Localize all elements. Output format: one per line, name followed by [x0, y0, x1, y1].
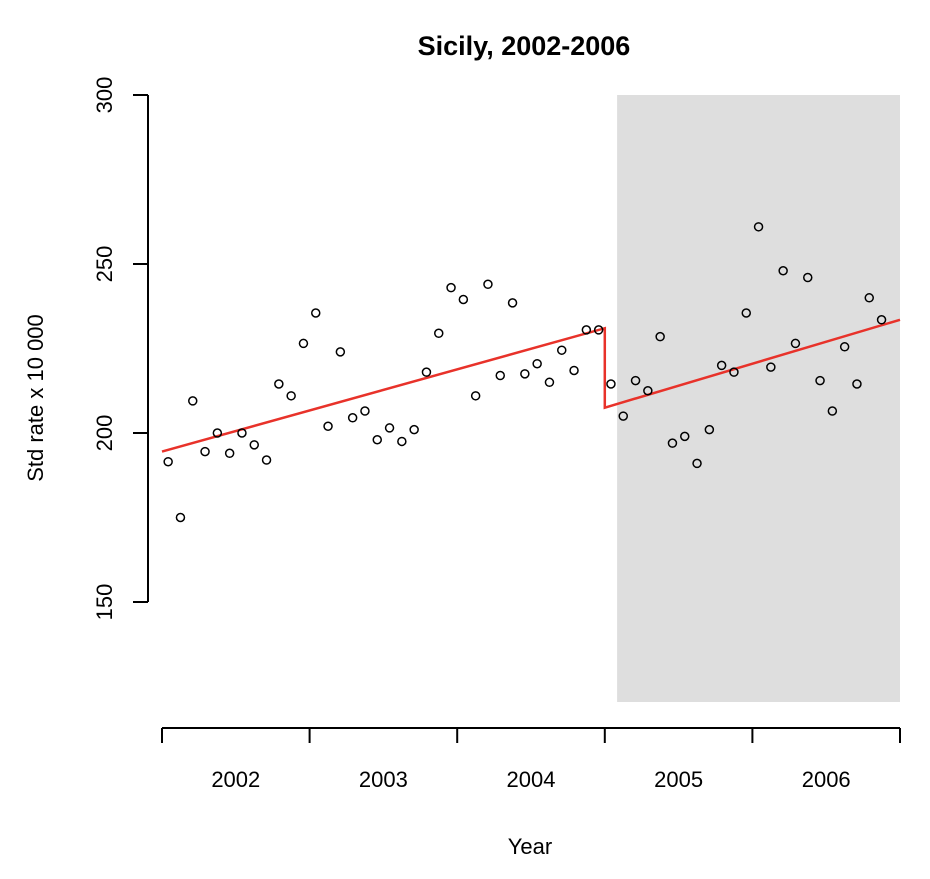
data-point — [249, 440, 259, 450]
data-point — [704, 424, 715, 435]
data-point — [237, 428, 247, 438]
x-tick-label: 2003 — [359, 767, 408, 792]
data-point — [630, 375, 641, 386]
data-point — [532, 358, 542, 369]
shaded-period — [617, 95, 900, 702]
data-point — [298, 338, 309, 349]
data-point — [729, 367, 739, 377]
data-point — [397, 436, 407, 447]
data-point — [286, 391, 296, 401]
data-point — [618, 411, 628, 421]
data-point — [495, 370, 505, 381]
fitted-trend — [161, 318, 901, 453]
data-point — [753, 222, 764, 232]
data-point — [864, 293, 874, 303]
x-tick-label: 2006 — [802, 767, 851, 792]
y-axis-label: Std rate x 10 000 — [23, 314, 48, 482]
data-point — [655, 331, 665, 342]
data-point — [803, 272, 813, 283]
data-point — [323, 421, 333, 431]
data-point — [790, 338, 801, 349]
data-point — [360, 406, 370, 416]
data-point — [274, 379, 284, 389]
data-point — [839, 342, 850, 352]
data-point — [384, 423, 395, 433]
data-point — [852, 379, 862, 389]
data-point — [188, 396, 198, 406]
data-point — [544, 377, 555, 388]
data-point — [163, 456, 173, 467]
data-point — [421, 367, 432, 377]
data-point — [593, 325, 604, 335]
data-point — [224, 448, 235, 459]
data-point — [261, 455, 272, 465]
trend-line — [161, 318, 901, 453]
y-tick-label: 150 — [92, 584, 117, 621]
data-point — [667, 438, 678, 448]
data-point — [581, 325, 592, 335]
y-tick-label: 300 — [92, 77, 117, 114]
data-point — [347, 413, 358, 423]
data-point — [643, 386, 653, 396]
data-point — [778, 266, 788, 276]
data-point — [470, 391, 481, 401]
data-point — [434, 328, 444, 339]
data-point — [766, 362, 776, 372]
data-point — [212, 428, 223, 438]
data-point — [680, 431, 690, 442]
data-point — [372, 435, 382, 445]
data-point — [446, 282, 456, 293]
data-point — [741, 308, 751, 318]
chart-title: Sicily, 2002-2006 — [418, 31, 631, 61]
x-axis: 2002 2003 2004 2005 2006 — [161, 727, 901, 792]
x-tick-label: 2002 — [211, 767, 260, 792]
x-tick-label: 2005 — [654, 767, 703, 792]
data-point — [876, 315, 887, 325]
data-point — [815, 375, 825, 386]
data-point — [458, 294, 469, 305]
data-points — [163, 222, 887, 523]
data-point — [557, 345, 567, 355]
data-point — [335, 347, 346, 357]
data-point — [483, 279, 493, 290]
data-point — [606, 379, 616, 389]
data-point — [692, 458, 702, 469]
data-point — [175, 512, 186, 523]
y-tick-label: 200 — [92, 415, 117, 452]
data-point — [311, 308, 321, 318]
y-tick-label: 250 — [92, 246, 117, 283]
data-point — [520, 369, 530, 379]
x-axis-label: Year — [508, 834, 552, 859]
data-point — [409, 424, 419, 435]
data-point — [569, 365, 579, 376]
x-tick-label: 2004 — [507, 767, 556, 792]
data-point — [507, 298, 518, 308]
data-point — [716, 360, 727, 371]
data-point — [827, 406, 838, 416]
y-axis: 150 200 250 300 — [92, 77, 149, 621]
data-point — [200, 446, 210, 457]
